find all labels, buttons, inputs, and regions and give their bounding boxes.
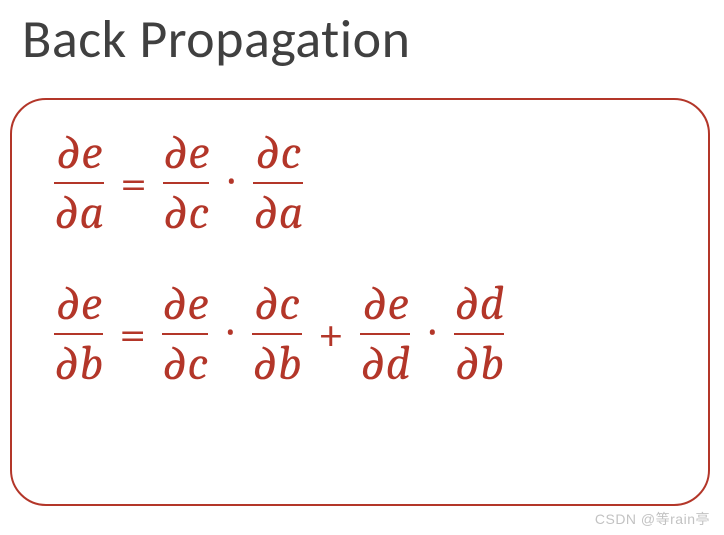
equals-operator: = — [117, 307, 148, 362]
fraction-numerator: ∂e — [162, 279, 208, 329]
fraction-bar — [54, 333, 103, 335]
fraction: ∂c ∂a — [253, 128, 303, 239]
fraction-numerator: ∂e — [163, 128, 209, 178]
fraction-denominator: ∂d — [360, 339, 410, 389]
fraction-bar — [454, 333, 504, 335]
fraction-denominator: ∂b — [252, 339, 301, 389]
dot-operator: ∙ — [424, 305, 440, 360]
fraction-denominator: ∂a — [54, 188, 104, 238]
dot-operator: ∙ — [222, 305, 238, 360]
fraction-bar — [54, 182, 104, 184]
page-title: Back Propagation — [0, 0, 724, 72]
fraction-denominator: ∂a — [253, 188, 303, 238]
equation-row: ∂e ∂b = ∂e ∂c ∙ ∂c ∂b + ∂e ∂d ∙ ∂d ∂b — [54, 279, 682, 390]
equation-row: ∂e ∂a = ∂e ∂c ∙ ∂c ∂a — [54, 128, 682, 239]
fraction: ∂c ∂b — [252, 279, 301, 390]
fraction-denominator: ∂c — [163, 188, 209, 238]
fraction-bar — [162, 333, 208, 335]
dot-operator: ∙ — [223, 154, 239, 209]
fraction-numerator: ∂c — [254, 279, 300, 329]
formula-container: ∂e ∂a = ∂e ∂c ∙ ∂c ∂a ∂e ∂b = ∂e ∂c ∙ ∂c ∂b + ∂e ∂d ∙ ∂d ∂b — [10, 98, 710, 506]
plus-operator: + — [316, 307, 347, 362]
fraction: ∂e ∂b — [54, 279, 103, 390]
fraction-denominator: ∂b — [455, 339, 504, 389]
fraction: ∂e ∂c — [163, 128, 209, 239]
fraction-numerator: ∂c — [255, 128, 301, 178]
fraction: ∂e ∂c — [162, 279, 208, 390]
fraction-numerator: ∂d — [454, 279, 504, 329]
equals-operator: = — [118, 156, 149, 211]
fraction: ∂e ∂a — [54, 128, 104, 239]
fraction-bar — [253, 182, 303, 184]
fraction-bar — [252, 333, 301, 335]
fraction-denominator: ∂c — [162, 339, 208, 389]
fraction-bar — [163, 182, 209, 184]
watermark-text: CSDN @等rain亭 — [595, 509, 710, 529]
fraction-bar — [360, 333, 410, 335]
fraction: ∂d ∂b — [454, 279, 504, 390]
fraction-denominator: ∂b — [54, 339, 103, 389]
fraction: ∂e ∂d — [360, 279, 410, 390]
fraction-numerator: ∂e — [55, 279, 101, 329]
fraction-numerator: ∂e — [362, 279, 408, 329]
fraction-numerator: ∂e — [56, 128, 102, 178]
